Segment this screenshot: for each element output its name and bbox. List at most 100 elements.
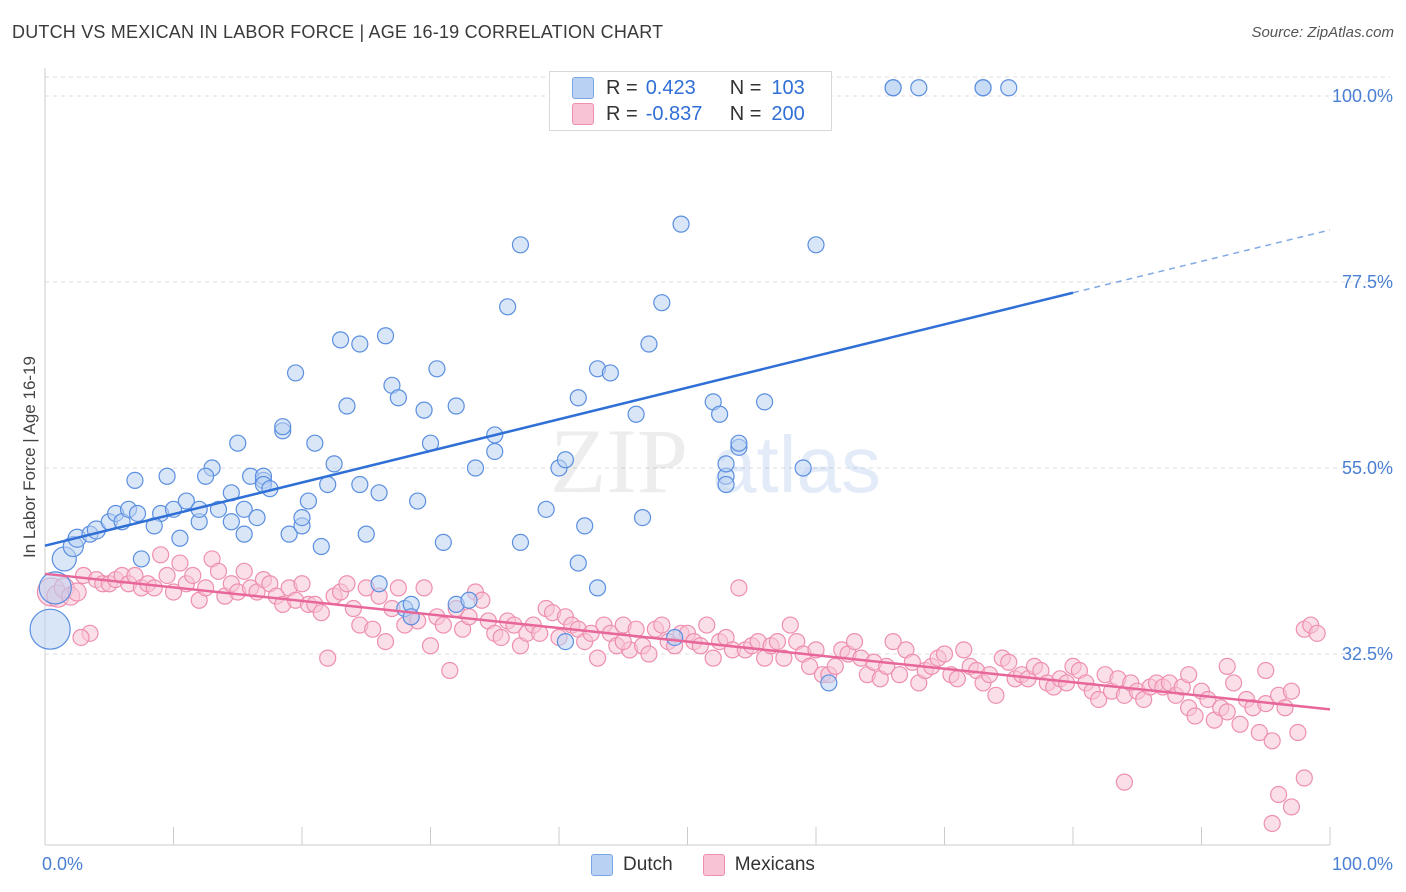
dutch-point bbox=[711, 405, 729, 423]
mexicans-points bbox=[36, 546, 1326, 833]
mexicans-point bbox=[800, 657, 819, 676]
dutch-point bbox=[325, 455, 343, 473]
dutch-point bbox=[29, 608, 71, 650]
mexicans-point bbox=[434, 616, 452, 634]
dutch-point bbox=[293, 508, 311, 527]
mexicans-point bbox=[171, 554, 189, 572]
mexicans-point bbox=[1231, 715, 1249, 733]
mexicans-point bbox=[1115, 773, 1134, 791]
dutch-point bbox=[974, 79, 992, 97]
mexicans-point bbox=[1276, 699, 1294, 717]
mexicans-point bbox=[152, 546, 170, 564]
n-value: 103 bbox=[771, 76, 805, 99]
dutch-point bbox=[280, 525, 298, 543]
dutch-point bbox=[633, 508, 652, 527]
dutch-point bbox=[511, 236, 530, 254]
stats-row-dutch: R = 0.423 N = 103 bbox=[572, 75, 805, 101]
dutch-point bbox=[351, 335, 369, 353]
y-tick-label: 55.0% bbox=[1342, 458, 1393, 478]
mexicans-point bbox=[1000, 653, 1018, 671]
mexicans-point bbox=[1295, 769, 1313, 787]
mexicans-point bbox=[319, 649, 337, 667]
mexicans-point bbox=[1225, 674, 1243, 692]
mexicans-point bbox=[1282, 798, 1301, 816]
dutch-point bbox=[486, 442, 504, 461]
dutch-point bbox=[1000, 79, 1018, 97]
dutch-point bbox=[511, 533, 530, 552]
dutch-point bbox=[730, 434, 748, 452]
dutch-point bbox=[128, 504, 147, 523]
dutch-point bbox=[717, 475, 735, 494]
n-label: N = bbox=[729, 76, 762, 99]
mexicans-point bbox=[492, 628, 510, 647]
mexicans-point bbox=[768, 632, 787, 651]
dutch-point bbox=[569, 389, 587, 407]
legend-item-dutch[interactable]: Dutch bbox=[591, 852, 673, 878]
dutch-point bbox=[312, 537, 330, 556]
legend-item-mexicans[interactable]: Mexicans bbox=[702, 852, 815, 878]
dutch-point bbox=[126, 471, 144, 489]
x-tick-label: 100.0% bbox=[1332, 854, 1393, 874]
dutch-point bbox=[222, 513, 240, 531]
mexicans-point bbox=[1282, 682, 1301, 700]
dutch-point bbox=[820, 674, 838, 692]
mexicans-point bbox=[640, 645, 658, 663]
mexicans-point bbox=[845, 632, 864, 651]
dutch-swatch bbox=[572, 77, 594, 99]
dutch-point bbox=[447, 397, 465, 415]
dutch-point bbox=[672, 215, 690, 233]
dutch-point bbox=[357, 525, 375, 543]
dutch-point bbox=[409, 492, 427, 510]
mexicans-trend-line bbox=[44, 572, 1331, 711]
mexicans-point bbox=[338, 575, 356, 593]
dutch-point bbox=[640, 335, 658, 353]
mexicans-swatch bbox=[572, 103, 594, 125]
mexicans-point bbox=[1257, 661, 1275, 680]
dutch-point bbox=[910, 79, 928, 97]
mexicans-point bbox=[704, 649, 722, 667]
dutch-point bbox=[794, 459, 812, 477]
mexicans-point bbox=[955, 641, 973, 659]
y-tick-label: 32.5% bbox=[1342, 644, 1393, 664]
dutch-point bbox=[158, 467, 176, 485]
n-label: N = bbox=[729, 102, 762, 125]
dutch-point bbox=[601, 364, 620, 382]
mexicans-point bbox=[653, 616, 671, 634]
mexicans-point bbox=[441, 661, 459, 680]
mexicans-point bbox=[588, 649, 607, 667]
dutch-swatch bbox=[591, 854, 614, 876]
mexicans-swatch bbox=[702, 854, 725, 876]
mexicans-point bbox=[730, 579, 748, 597]
dutch-point bbox=[299, 492, 318, 510]
tick-labels: 32.5% 55.0% 77.5% 100.0% 0.0% 100.0% bbox=[42, 86, 1393, 874]
mexicans-point bbox=[421, 637, 440, 655]
mexicans-point bbox=[415, 579, 433, 597]
dutch-point bbox=[235, 500, 253, 518]
dutch-point bbox=[331, 331, 350, 349]
mexicans-point bbox=[948, 670, 966, 688]
y-tick-label: 100.0% bbox=[1332, 86, 1393, 106]
mexicans-point bbox=[312, 604, 330, 622]
mexicans-point bbox=[1218, 703, 1236, 721]
dutch-point bbox=[884, 79, 902, 97]
dutch-point bbox=[319, 475, 337, 494]
dutch-point bbox=[132, 550, 150, 568]
dutch-point bbox=[717, 455, 735, 473]
dutch-point bbox=[229, 434, 247, 452]
r-label: R = bbox=[606, 76, 638, 99]
r-value: 0.423 bbox=[645, 76, 696, 99]
dutch-point bbox=[171, 529, 189, 547]
mexicans-point bbox=[1269, 785, 1288, 804]
dutch-point bbox=[389, 389, 407, 407]
dutch-point bbox=[338, 397, 356, 415]
mexicans-point bbox=[1180, 666, 1198, 684]
dutch-point bbox=[556, 451, 575, 469]
mexicans-point bbox=[158, 566, 176, 585]
mexicans-point bbox=[344, 599, 362, 618]
dutch-point bbox=[306, 434, 324, 452]
y-tick-label: 77.5% bbox=[1342, 272, 1393, 292]
mexicans-point bbox=[1090, 690, 1108, 709]
chart-title: DUTCH VS MEXICAN IN LABOR FORCE | AGE 16… bbox=[12, 22, 664, 42]
r-label: R = bbox=[606, 102, 638, 125]
